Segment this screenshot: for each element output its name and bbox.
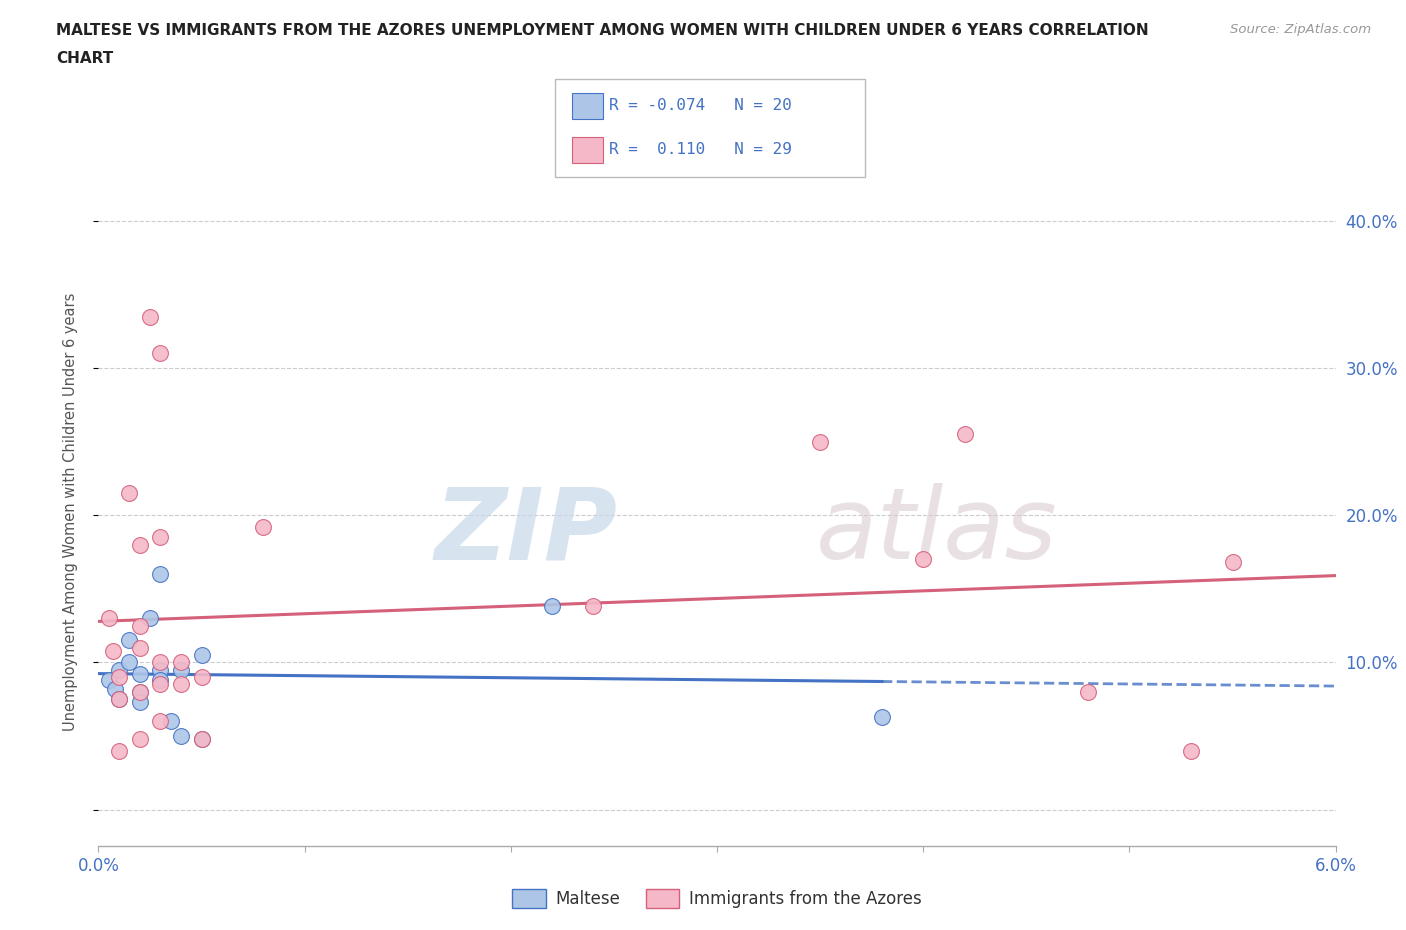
Point: [118, 485, 141, 500]
Point: [108, 662, 131, 677]
Point: [1222, 555, 1244, 570]
Point: [149, 655, 172, 670]
Point: [1180, 743, 1202, 758]
Point: [108, 670, 131, 684]
Point: [128, 640, 150, 655]
Point: [170, 677, 193, 692]
Point: [149, 346, 172, 361]
Text: Source: ZipAtlas.com: Source: ZipAtlas.com: [1230, 23, 1371, 36]
Point: [104, 682, 127, 697]
Text: ZIP: ZIP: [434, 483, 619, 580]
Point: [170, 728, 193, 743]
Legend: Maltese, Immigrants from the Azores: Maltese, Immigrants from the Azores: [506, 883, 928, 915]
Y-axis label: Unemployment Among Women with Children Under 6 years: Unemployment Among Women with Children U…: [63, 292, 77, 731]
Text: atlas: atlas: [815, 483, 1057, 580]
Text: MALTESE VS IMMIGRANTS FROM THE AZORES UNEMPLOYMENT AMONG WOMEN WITH CHILDREN UND: MALTESE VS IMMIGRANTS FROM THE AZORES UN…: [56, 23, 1149, 38]
Point: [912, 551, 935, 566]
Point: [149, 672, 172, 687]
Point: [128, 695, 150, 710]
Point: [953, 427, 976, 442]
Point: [128, 684, 150, 699]
Text: R =  0.110   N = 29: R = 0.110 N = 29: [609, 142, 792, 157]
Point: [118, 655, 141, 670]
Point: [139, 309, 162, 324]
Point: [149, 713, 172, 728]
Point: [128, 731, 150, 746]
Point: [582, 599, 605, 614]
Point: [108, 743, 131, 758]
Point: [159, 713, 181, 728]
Point: [252, 520, 274, 535]
Point: [149, 677, 172, 692]
Point: [139, 611, 162, 626]
Point: [149, 566, 172, 581]
Text: R = -0.074   N = 20: R = -0.074 N = 20: [609, 99, 792, 113]
Point: [128, 667, 150, 682]
Point: [118, 632, 141, 647]
Point: [97, 611, 120, 626]
Point: [101, 644, 124, 658]
Point: [108, 692, 131, 707]
Point: [170, 662, 193, 677]
Point: [149, 662, 172, 677]
Point: [1077, 684, 1099, 699]
Point: [170, 655, 193, 670]
Point: [190, 670, 212, 684]
Point: [190, 731, 212, 746]
Point: [190, 647, 212, 662]
Point: [97, 672, 120, 687]
Point: [128, 538, 150, 552]
Point: [808, 434, 831, 449]
Point: [541, 599, 564, 614]
Point: [190, 731, 212, 746]
Point: [108, 692, 131, 707]
Point: [870, 710, 893, 724]
Text: CHART: CHART: [56, 51, 114, 66]
Point: [128, 684, 150, 699]
Point: [128, 618, 150, 633]
Point: [149, 530, 172, 545]
